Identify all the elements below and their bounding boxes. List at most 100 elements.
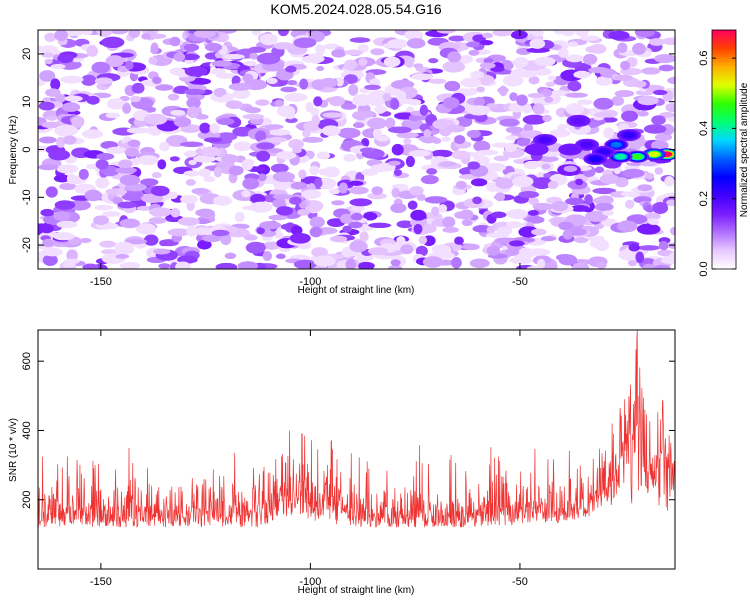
heatmap-cell xyxy=(368,97,386,107)
heatmap-cell xyxy=(541,163,551,170)
heatmap-cell xyxy=(490,66,505,72)
heatmap-cell xyxy=(78,168,89,180)
heatmap-cell xyxy=(232,88,251,99)
heatmap-cell xyxy=(438,204,448,213)
heatmap-cell xyxy=(654,54,675,64)
heatmap-cell xyxy=(220,233,232,246)
heatmap-cell xyxy=(652,202,669,214)
heatmap-cell xyxy=(639,161,658,167)
heatmap-cell xyxy=(211,60,233,67)
heatmap-cell xyxy=(91,61,111,74)
heatmap-cell xyxy=(531,177,553,190)
heatmap-cell xyxy=(280,86,298,93)
heatmap-cell xyxy=(658,64,675,72)
heatmap-x-ticks: -150 -100 -50 xyxy=(90,30,528,288)
heatmap-cell xyxy=(563,165,578,172)
heatmap-cell xyxy=(351,205,366,212)
heatmap-cell xyxy=(201,234,223,243)
heatmap-cell xyxy=(210,68,226,76)
heatmap-cell xyxy=(272,198,288,208)
heatmap-cell xyxy=(558,48,569,58)
snr-y-tick-label: 400 xyxy=(21,421,33,439)
heatmap-cell xyxy=(319,77,338,88)
heatmap-cell xyxy=(594,111,615,118)
heatmap-cell xyxy=(125,238,148,245)
heatmap-cell xyxy=(53,211,70,221)
heatmap-cell xyxy=(153,248,171,255)
heatmap-cell xyxy=(547,180,559,190)
heatmap-cell xyxy=(505,126,524,134)
heatmap-cell xyxy=(343,154,356,162)
heatmap-cell xyxy=(245,241,266,254)
colorbar-tick-label: 0.2 xyxy=(698,191,710,206)
heatmap-cell xyxy=(152,76,162,85)
heatmap-feature-mark xyxy=(564,146,576,153)
heatmap-cell xyxy=(662,37,675,46)
heatmap-cell xyxy=(543,172,552,179)
heatmap-cell xyxy=(404,30,423,40)
heatmap-cell xyxy=(54,200,76,210)
heatmap-cell xyxy=(257,173,267,182)
heatmap-cell xyxy=(251,30,262,36)
heatmap-cell xyxy=(667,242,675,249)
heatmap-cell xyxy=(314,178,323,188)
heatmap-cell xyxy=(82,263,99,269)
heatmap-cell xyxy=(289,196,302,205)
heatmap-cell xyxy=(558,221,574,231)
heatmap-cell xyxy=(472,196,483,205)
heatmap-cell xyxy=(195,114,209,120)
heatmap-cell xyxy=(565,54,584,63)
heatmap-cell xyxy=(518,226,539,238)
heatmap-cell xyxy=(542,114,552,122)
heatmap-cell xyxy=(248,46,266,53)
heatmap-cell xyxy=(479,40,494,46)
heatmap-cell xyxy=(593,196,611,205)
heatmap-cell xyxy=(301,189,322,199)
heatmap-cell xyxy=(159,141,170,152)
heatmap-cell xyxy=(420,223,437,234)
heatmap-cell xyxy=(185,179,197,186)
heatmap-cell xyxy=(536,258,546,269)
heatmap-cell xyxy=(159,240,169,247)
heatmap-cell xyxy=(460,55,473,61)
heatmap-cell xyxy=(510,30,528,40)
heatmap-cell xyxy=(290,181,308,190)
heatmap-cell xyxy=(143,113,168,125)
heatmap-cell xyxy=(350,212,363,221)
heatmap-cell xyxy=(455,180,467,190)
heatmap-cell xyxy=(344,59,358,71)
heatmap-cell xyxy=(371,186,383,196)
heatmap-cell xyxy=(86,95,100,105)
heatmap-cell xyxy=(203,176,216,183)
heatmap-cells xyxy=(38,30,675,269)
heatmap-cell xyxy=(426,168,438,175)
heatmap-cell xyxy=(54,30,69,42)
heatmap-cell xyxy=(593,97,614,110)
heatmap-cell xyxy=(571,262,590,269)
heatmap-cell xyxy=(390,259,401,267)
heatmap-cell xyxy=(141,33,151,40)
heatmap-cell xyxy=(447,51,462,63)
heatmap-cell xyxy=(551,200,569,212)
heatmap-cell xyxy=(512,175,534,188)
heatmap-cell xyxy=(390,203,407,214)
heatmap-cell xyxy=(467,105,491,116)
heatmap-cell xyxy=(53,174,71,183)
heatmap-cell xyxy=(580,35,600,41)
heatmap-cell xyxy=(387,126,412,134)
heatmap-cell xyxy=(352,94,373,106)
heatmap-cell xyxy=(522,103,533,114)
heatmap-cell xyxy=(537,155,559,162)
heatmap-cell xyxy=(643,212,661,220)
heatmap-cell xyxy=(184,66,208,77)
heatmap-cell xyxy=(545,81,556,87)
heatmap-cell xyxy=(191,187,210,195)
heatmap-cell xyxy=(42,254,58,266)
heatmap-cell xyxy=(634,30,655,38)
heatmap-cell xyxy=(310,107,320,118)
heatmap-cell xyxy=(331,200,345,206)
heatmap-cell xyxy=(569,204,590,212)
heatmap-cell xyxy=(418,235,428,245)
heatmap-cell xyxy=(620,60,631,71)
